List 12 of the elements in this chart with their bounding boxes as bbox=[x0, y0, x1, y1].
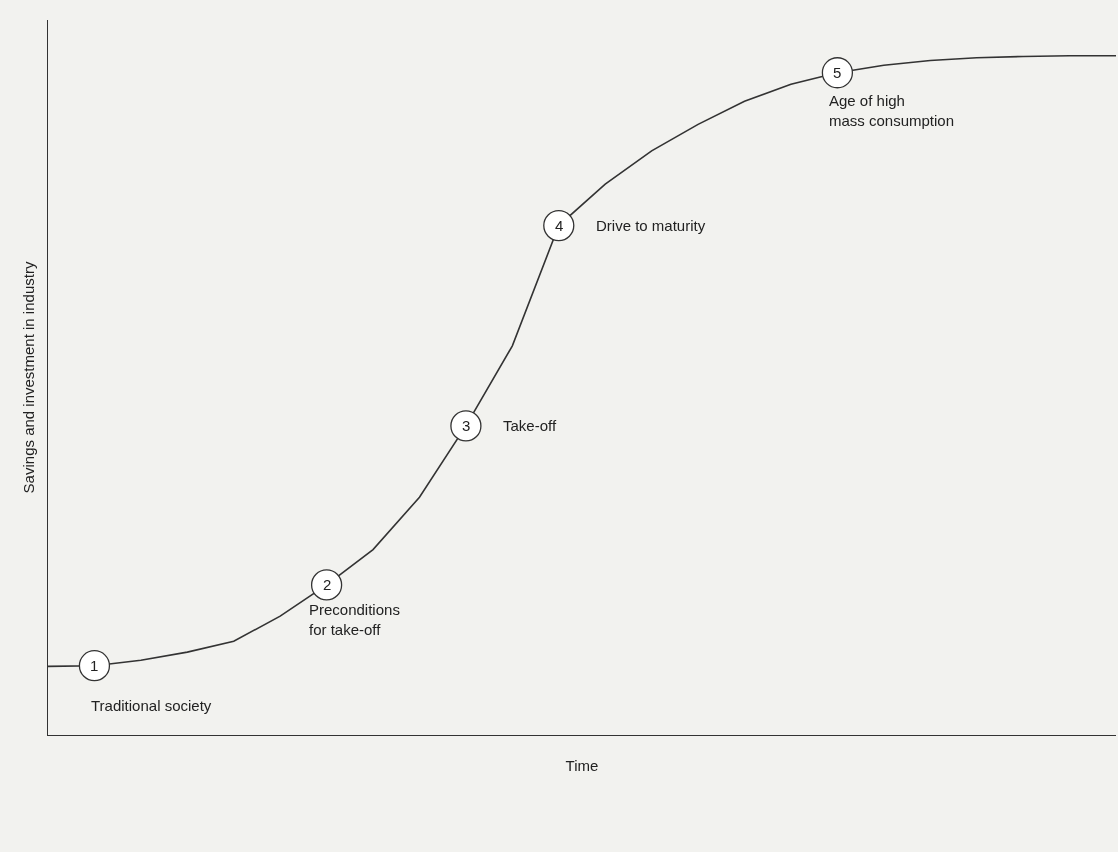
annotation: 5 bbox=[833, 64, 842, 81]
annotation: Preconditions for take-off bbox=[309, 601, 400, 638]
annotation: Drive to maturity bbox=[596, 217, 706, 234]
annotation: Take-off bbox=[503, 417, 557, 434]
annotation: 4 bbox=[555, 217, 564, 234]
annotation: 1 bbox=[90, 657, 99, 674]
annotation: 2 bbox=[323, 576, 332, 593]
annotation: 3 bbox=[462, 417, 471, 434]
annotation: Age of high mass consumption bbox=[829, 92, 955, 129]
y-axis-title: Savings and investment in industry bbox=[20, 261, 38, 494]
annotation: Traditional society bbox=[91, 697, 212, 714]
x-axis-title: Time bbox=[565, 757, 599, 775]
